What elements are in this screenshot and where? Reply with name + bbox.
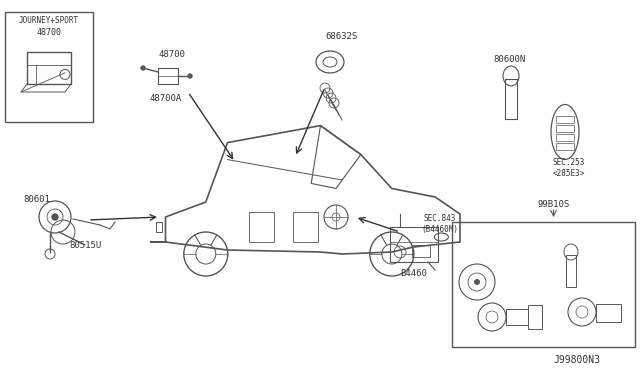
Text: 48700: 48700 <box>159 49 186 58</box>
Bar <box>412 245 430 257</box>
Text: 80515U: 80515U <box>69 241 101 250</box>
Text: J99800N3: J99800N3 <box>553 355 600 365</box>
Circle shape <box>474 279 480 285</box>
Bar <box>158 68 178 84</box>
Bar <box>390 227 438 262</box>
Bar <box>249 212 274 242</box>
Text: B4460: B4460 <box>401 269 428 279</box>
Text: 68632S: 68632S <box>326 32 358 41</box>
Text: 99B10S: 99B10S <box>538 199 570 208</box>
Text: SEC.843
(B4460M): SEC.843 (B4460M) <box>422 214 458 234</box>
Bar <box>528 305 542 329</box>
Bar <box>505 79 517 119</box>
Text: SEC.253
<285E3>: SEC.253 <285E3> <box>553 158 585 178</box>
Circle shape <box>52 214 58 220</box>
Circle shape <box>141 66 145 70</box>
Bar <box>556 134 574 141</box>
Circle shape <box>188 74 192 78</box>
Bar <box>556 116 574 123</box>
Bar <box>27 52 71 84</box>
Text: JOURNEY+SPORT: JOURNEY+SPORT <box>19 16 79 25</box>
Text: 48700: 48700 <box>36 28 61 36</box>
Bar <box>156 222 162 232</box>
Text: 80600N: 80600N <box>494 55 526 64</box>
Bar <box>566 255 576 287</box>
Bar <box>556 143 574 150</box>
Bar <box>452 222 635 347</box>
Bar <box>5 12 93 122</box>
Bar <box>506 309 528 325</box>
Bar <box>292 212 317 242</box>
Bar <box>556 125 574 132</box>
Text: 80601: 80601 <box>24 195 51 203</box>
Bar <box>596 304 621 322</box>
Text: 48700A: 48700A <box>150 93 182 103</box>
